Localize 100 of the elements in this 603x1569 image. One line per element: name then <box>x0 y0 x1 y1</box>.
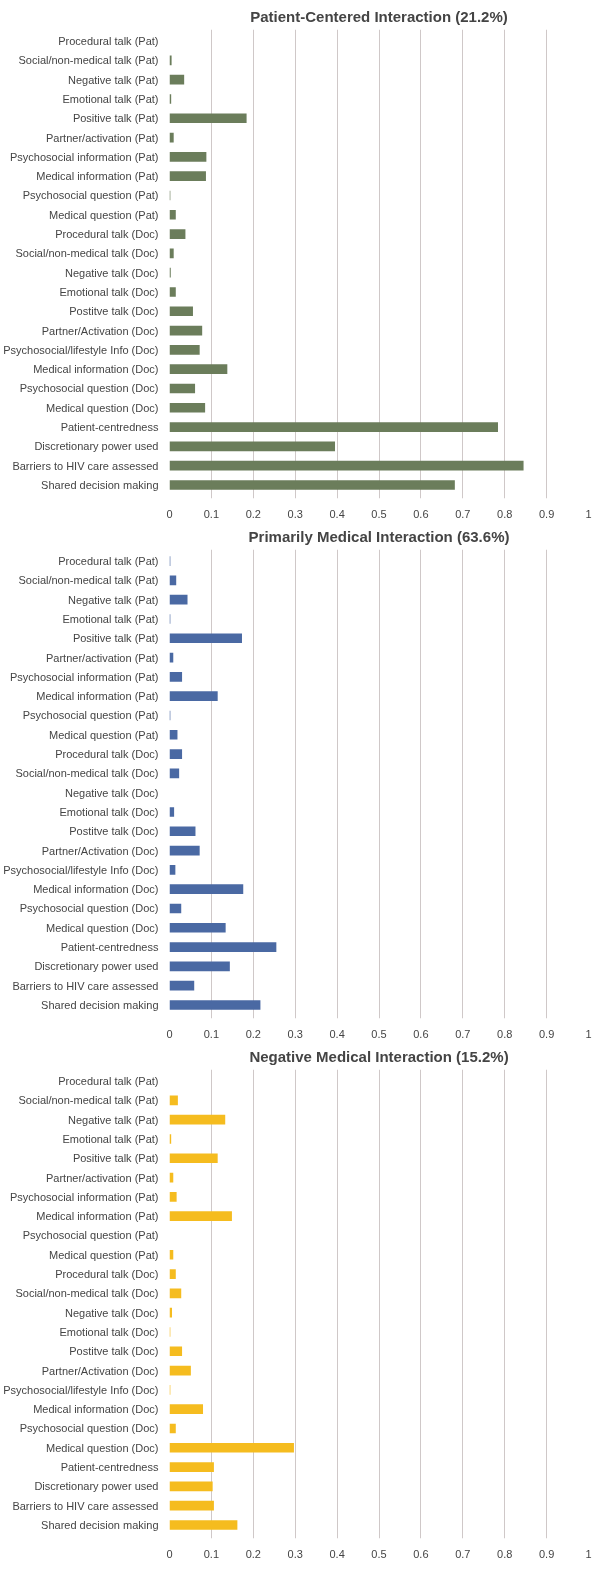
bar <box>169 1114 226 1125</box>
bar <box>169 306 193 317</box>
x-tick-label: 0.3 <box>287 507 303 520</box>
x-tick-label: 0.5 <box>371 1547 387 1560</box>
y-tick-label: Negative talk (Pat) <box>68 593 159 606</box>
y-tick-label: Medical information (Doc) <box>33 363 159 376</box>
y-tick-label: Psychosocial question (Doc) <box>19 1422 159 1435</box>
y-tick-label: Psychosocial question (Doc) <box>19 902 159 915</box>
bar <box>169 74 185 85</box>
y-tick-label: Positive talk (Pat) <box>72 1152 159 1165</box>
bar <box>169 383 196 394</box>
y-tick-label: Psychosocial information (Pat) <box>9 670 159 683</box>
y-tick-label: Procedural talk (Pat) <box>58 1075 159 1088</box>
x-tick-label: 1 <box>585 507 592 520</box>
x-tick-label: 0.4 <box>329 1027 345 1040</box>
bar <box>169 1442 294 1453</box>
x-tick-label: 0.1 <box>203 507 220 520</box>
bar <box>169 1269 176 1279</box>
y-tick-label: Partner/activation (Pat) <box>46 651 159 664</box>
y-tick-label: Procedural talk (Doc) <box>55 1268 159 1281</box>
y-tick-label: Partner/activation (Pat) <box>46 1171 159 1184</box>
y-tick-label: Psychosocial/lifestyle Info (Doc) <box>3 343 159 356</box>
y-tick-label: Emotional talk (Pat) <box>62 612 159 625</box>
y-tick-label: Procedural talk (Doc) <box>55 228 159 241</box>
y-tick-label: Psychosocial question (Pat) <box>22 189 159 202</box>
bar <box>169 325 203 336</box>
chart-title: Primarily Medical Interaction (63.6%) <box>248 527 510 545</box>
x-tick-label: 0.5 <box>371 507 387 520</box>
y-tick-label: Medical question (Pat) <box>49 1248 159 1261</box>
y-tick-label: Positive talk (Pat) <box>72 112 159 125</box>
y-tick-label: Barriers to HIV care assessed <box>12 1499 159 1512</box>
bar <box>169 1211 232 1222</box>
bar <box>169 287 176 297</box>
y-tick-label: Shared decision making <box>41 478 159 491</box>
chart-title: Negative Medical Interaction (15.2%) <box>249 1047 509 1065</box>
x-tick-label: 0.4 <box>329 1547 345 1560</box>
y-tick-label: Social/non-medical talk (Doc) <box>15 1287 159 1300</box>
y-tick-label: Shared decision making <box>41 998 159 1011</box>
bar <box>169 1404 204 1415</box>
bar <box>169 1000 261 1010</box>
bar <box>169 1346 183 1357</box>
y-tick-label: Medical information (Doc) <box>33 1403 159 1416</box>
bar <box>169 594 188 605</box>
y-tick-label: Patient-centredness <box>60 941 159 954</box>
y-tick-label: Procedural talk (Doc) <box>55 748 159 761</box>
x-tick-label: 0 <box>166 1547 173 1560</box>
bar <box>169 441 336 452</box>
y-tick-label: Emotional talk (Doc) <box>59 805 159 818</box>
y-tick-label: Partner/Activation (Doc) <box>41 324 159 337</box>
y-tick-label: Medical question (Doc) <box>46 401 159 414</box>
bar <box>169 402 206 413</box>
y-tick-label: Medical question (Pat) <box>49 208 159 221</box>
y-tick-label: Emotional talk (Doc) <box>59 285 159 298</box>
y-tick-label: Negative talk (Pat) <box>68 73 159 86</box>
bar <box>169 845 200 856</box>
bar <box>169 171 206 182</box>
y-tick-label: Medical information (Doc) <box>33 883 159 896</box>
y-tick-label: Psychosocial information (Pat) <box>9 1190 159 1203</box>
x-tick-label: 0.2 <box>245 507 261 520</box>
x-tick-label: 0.9 <box>538 507 555 520</box>
x-tick-label: 0.7 <box>455 507 471 520</box>
y-tick-label: Medical information (Pat) <box>36 170 159 183</box>
y-tick-label: Social/non-medical talk (Pat) <box>18 574 159 587</box>
y-tick-label: Partner/Activation (Doc) <box>41 844 159 857</box>
bar <box>169 672 183 682</box>
y-tick-label: Patient-centredness <box>60 421 159 434</box>
bar <box>169 1500 214 1511</box>
x-tick-label: 0.7 <box>455 1547 471 1560</box>
y-tick-label: Partner/activation (Pat) <box>46 131 159 144</box>
bar <box>169 480 455 490</box>
y-tick-label: Psychosocial information (Pat) <box>9 150 159 163</box>
x-tick-label: 0 <box>166 507 173 520</box>
bar <box>169 229 186 239</box>
y-tick-label: Negative talk (Doc) <box>64 1306 159 1319</box>
y-tick-label: Negative talk (Doc) <box>64 266 159 279</box>
x-tick-label: 0.6 <box>413 507 429 520</box>
y-tick-label: Discretionary power used <box>34 440 159 453</box>
bar <box>169 749 183 759</box>
bar <box>169 248 174 259</box>
x-tick-label: 0.1 <box>203 1027 220 1040</box>
x-tick-label: 0.9 <box>538 1027 555 1040</box>
y-tick-label: Psychosocial/lifestyle Info (Doc) <box>3 863 159 876</box>
bar <box>169 1462 214 1472</box>
x-tick-label: 0.2 <box>245 1027 261 1040</box>
y-tick-label: Positive talk (Pat) <box>72 632 159 645</box>
y-tick-label: Emotional talk (Pat) <box>62 92 159 105</box>
y-tick-label: Social/non-medical talk (Pat) <box>18 54 159 67</box>
y-tick-label: Emotional talk (Doc) <box>59 1325 159 1338</box>
bar <box>169 691 218 702</box>
bar <box>169 364 228 375</box>
x-tick-label: 1 <box>585 1027 592 1040</box>
bar <box>169 729 178 740</box>
bar <box>169 807 175 817</box>
x-tick-label: 0.1 <box>203 1547 220 1560</box>
y-tick-label: Medical question (Doc) <box>46 1441 159 1454</box>
chart-title: Patient-Centered Interaction (21.2%) <box>250 7 508 25</box>
x-tick-label: 0 <box>166 1027 173 1040</box>
bar <box>169 1520 238 1530</box>
y-tick-label: Social/non-medical talk (Doc) <box>15 247 159 260</box>
y-tick-label: Partner/Activation (Doc) <box>41 1364 159 1377</box>
